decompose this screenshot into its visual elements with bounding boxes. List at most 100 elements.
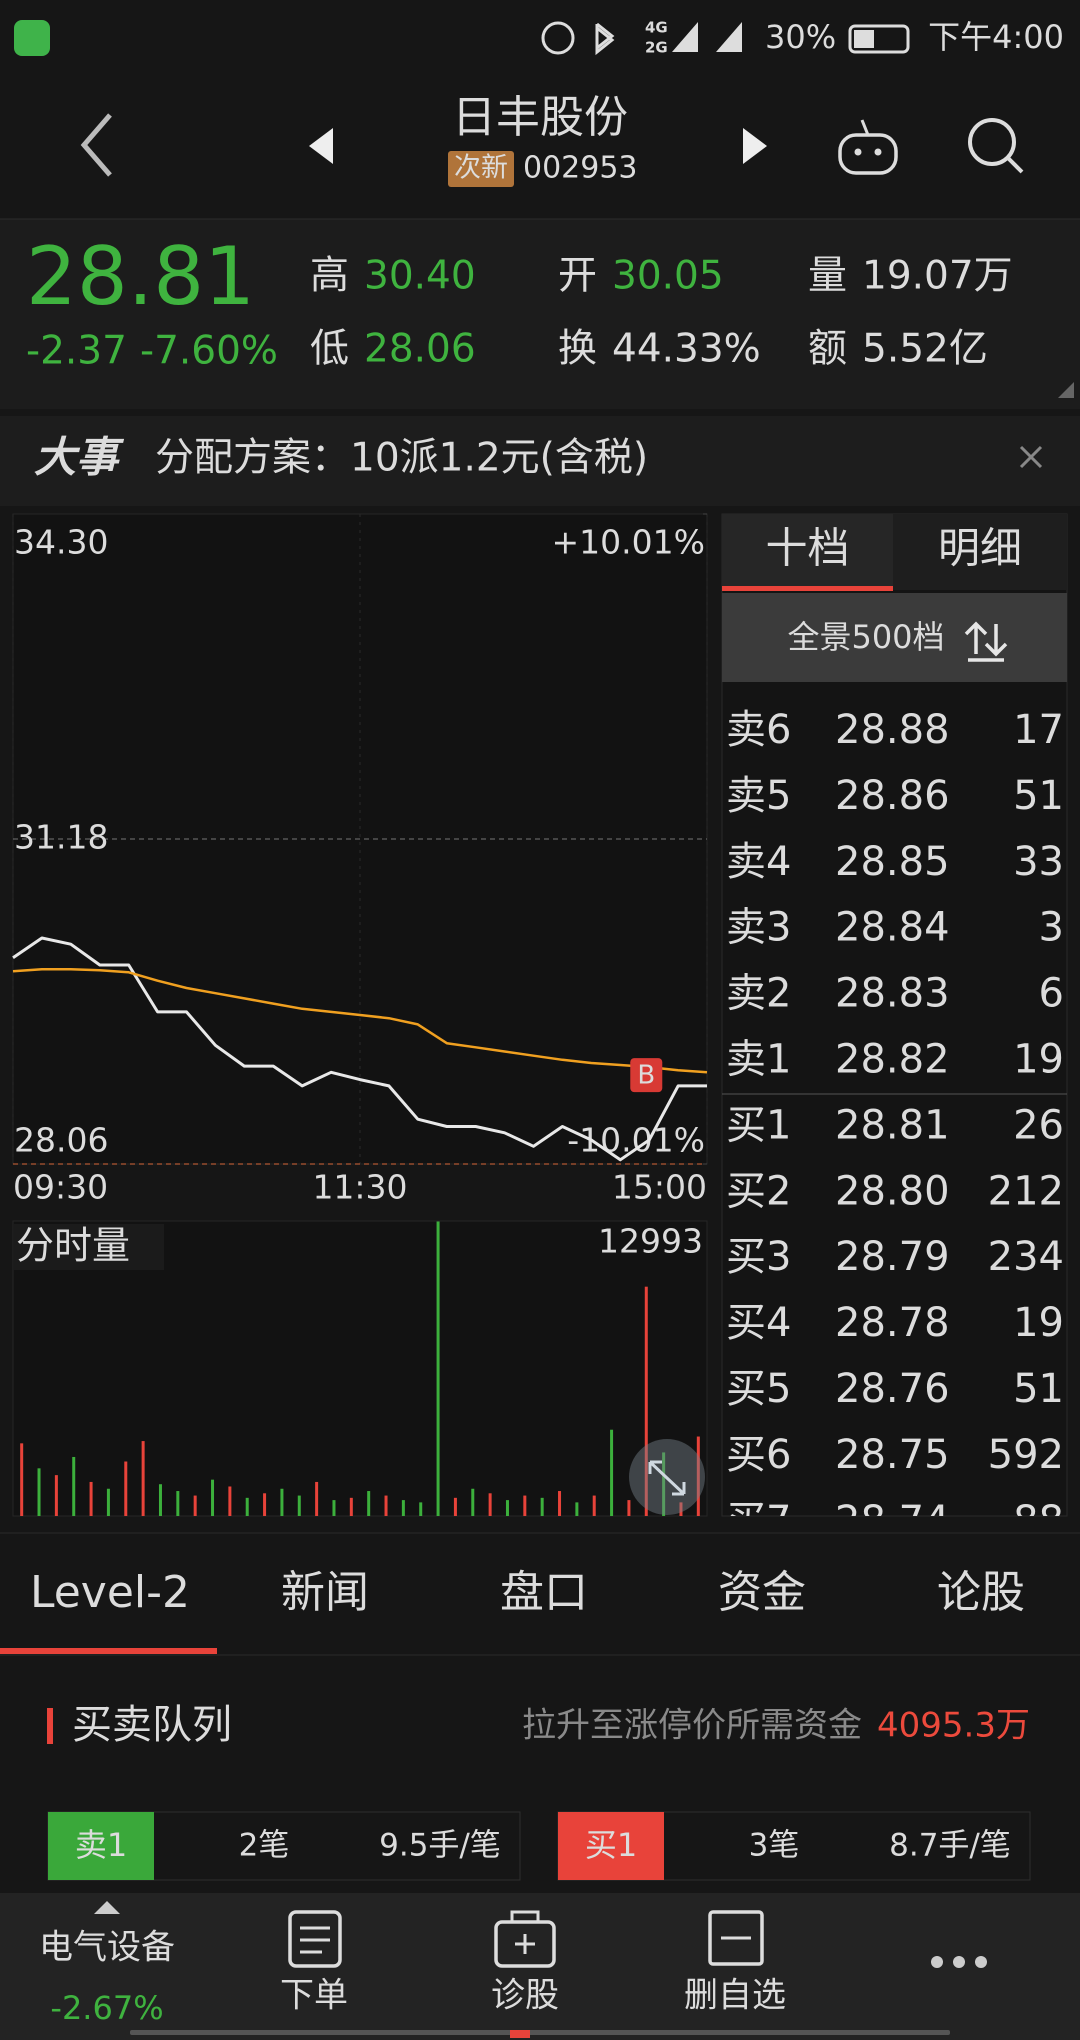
book-price: 28.80 — [835, 1168, 950, 1214]
prev-stock[interactable] — [309, 128, 333, 164]
book-price: 28.85 — [835, 839, 950, 885]
book-level: 卖4 — [726, 839, 791, 885]
dot — [975, 1956, 987, 1968]
book-price: 28.88 — [835, 707, 950, 753]
nav-label: 诊股 — [491, 1976, 559, 2016]
tab[interactable]: 盘口 — [500, 1567, 588, 1618]
book-level: 卖1 — [726, 1037, 791, 1083]
volume-bar — [211, 1479, 215, 1516]
section-marker — [47, 1708, 53, 1744]
book-tab-bg[interactable] — [893, 514, 1067, 590]
diagnose-icon — [494, 1920, 556, 1968]
battery-percent: 30% — [765, 18, 836, 56]
book-volume: 6 — [1039, 971, 1064, 1017]
zoom-button[interactable] — [629, 1439, 705, 1515]
stat-value: 5.52亿 — [862, 327, 988, 372]
sell-badge — [48, 1812, 154, 1880]
sector-name[interactable]: 电气设备 — [39, 1928, 175, 1968]
book-level: 买7 — [726, 1498, 791, 1544]
buy-badge — [558, 1812, 664, 1880]
robot-button[interactable] — [838, 119, 898, 175]
book-level: 买3 — [726, 1234, 791, 1280]
nav-item[interactable]: 删自选 — [684, 1910, 786, 2016]
fund-value: 4095.3万 — [877, 1706, 1030, 1746]
sector-expand[interactable] — [94, 1901, 120, 1914]
expand-corner — [1058, 382, 1074, 398]
sector-change: -2.67% — [50, 1989, 163, 2027]
volume-bar — [384, 1495, 388, 1516]
book-price: 28.79 — [835, 1234, 950, 1280]
robot-eye — [874, 148, 882, 156]
dot — [953, 1956, 965, 1968]
tab-bar: Level-2 新闻 盘口 资金 论股 — [0, 1532, 1080, 1656]
volume-bar — [315, 1481, 319, 1516]
more-button[interactable] — [931, 1956, 987, 1968]
volume-bar — [575, 1502, 579, 1516]
book-level: 买1 — [726, 1102, 791, 1148]
remove-icon — [708, 1910, 764, 1966]
y-tick-label: 34.30 — [14, 523, 108, 562]
book-price: 28.83 — [835, 971, 950, 1017]
stock-code: 002953 — [523, 151, 638, 186]
stat-value: 30.40 — [364, 254, 476, 299]
close-button[interactable] — [1019, 445, 1043, 469]
book-volume: 51 — [1013, 1366, 1064, 1412]
volume-bar — [20, 1443, 24, 1516]
x-tick-label: 11:30 — [312, 1168, 407, 1207]
volume-bar — [627, 1500, 631, 1516]
event-tag: 大事 — [34, 433, 125, 482]
nav-label: 删自选 — [684, 1976, 786, 2016]
book-tab-indicator — [722, 586, 893, 591]
volume-bar — [540, 1497, 544, 1516]
book-price: 28.82 — [835, 1037, 950, 1083]
volume-bar — [193, 1495, 197, 1516]
volume-bar — [72, 1456, 76, 1516]
quote-panel — [0, 219, 1080, 409]
scroll-indicator-red — [510, 2030, 530, 2038]
tab[interactable]: Level-2 — [30, 1567, 190, 1618]
search-button[interactable] — [968, 118, 1024, 174]
book-level: 买2 — [726, 1168, 791, 1214]
pane-title-bg — [14, 1224, 164, 1270]
stat-label: 量 — [808, 254, 847, 299]
stat-label: 低 — [310, 327, 349, 372]
book-level: 买4 — [726, 1300, 791, 1346]
nav-item[interactable]: 诊股 — [491, 1910, 559, 2016]
y-tick-label: 28.06 — [14, 1121, 108, 1160]
volume-bar — [419, 1502, 423, 1516]
stat-label: 高 — [310, 254, 349, 299]
stat-value: 19.07万 — [862, 254, 1013, 299]
book-volume: 51 — [1013, 773, 1064, 819]
stat-label: 开 — [558, 254, 597, 299]
book-price: 28.75 — [835, 1432, 950, 1478]
volume-bar — [89, 1481, 93, 1516]
volume-bar — [349, 1497, 353, 1516]
book-volume: 33 — [1013, 839, 1064, 885]
depth-button[interactable] — [722, 593, 1067, 682]
volume-bar — [505, 1500, 509, 1516]
volume-bar — [367, 1491, 371, 1516]
next-stock[interactable] — [743, 128, 767, 164]
volume-bar — [124, 1461, 128, 1516]
volume-bar — [558, 1491, 562, 1516]
event-text: 分配方案：10派1.2元(含税) — [155, 436, 648, 481]
event-banner[interactable] — [0, 416, 1080, 506]
order-icon — [288, 1910, 342, 1968]
fund-label: 拉升至涨停价所需资金 — [522, 1706, 862, 1746]
back-button[interactable] — [80, 113, 112, 177]
book-tab-bg[interactable] — [722, 514, 893, 590]
stat-value: 30.05 — [612, 254, 724, 299]
book-price: 28.81 — [835, 1102, 950, 1148]
tab[interactable]: 论股 — [937, 1567, 1025, 1618]
volume-bar — [54, 1475, 58, 1516]
sell-label: 卖1 — [75, 1826, 127, 1864]
nav-item[interactable]: 下单 — [280, 1910, 348, 2016]
book-volume: 88 — [1013, 1498, 1064, 1544]
tab[interactable]: 资金 — [718, 1567, 806, 1618]
stat-label: 换 — [558, 327, 597, 372]
battery-level — [854, 30, 874, 48]
signal-icon — [716, 22, 742, 52]
tab[interactable]: 新闻 — [281, 1567, 369, 1618]
x-tick-label: 15:00 — [612, 1168, 707, 1207]
